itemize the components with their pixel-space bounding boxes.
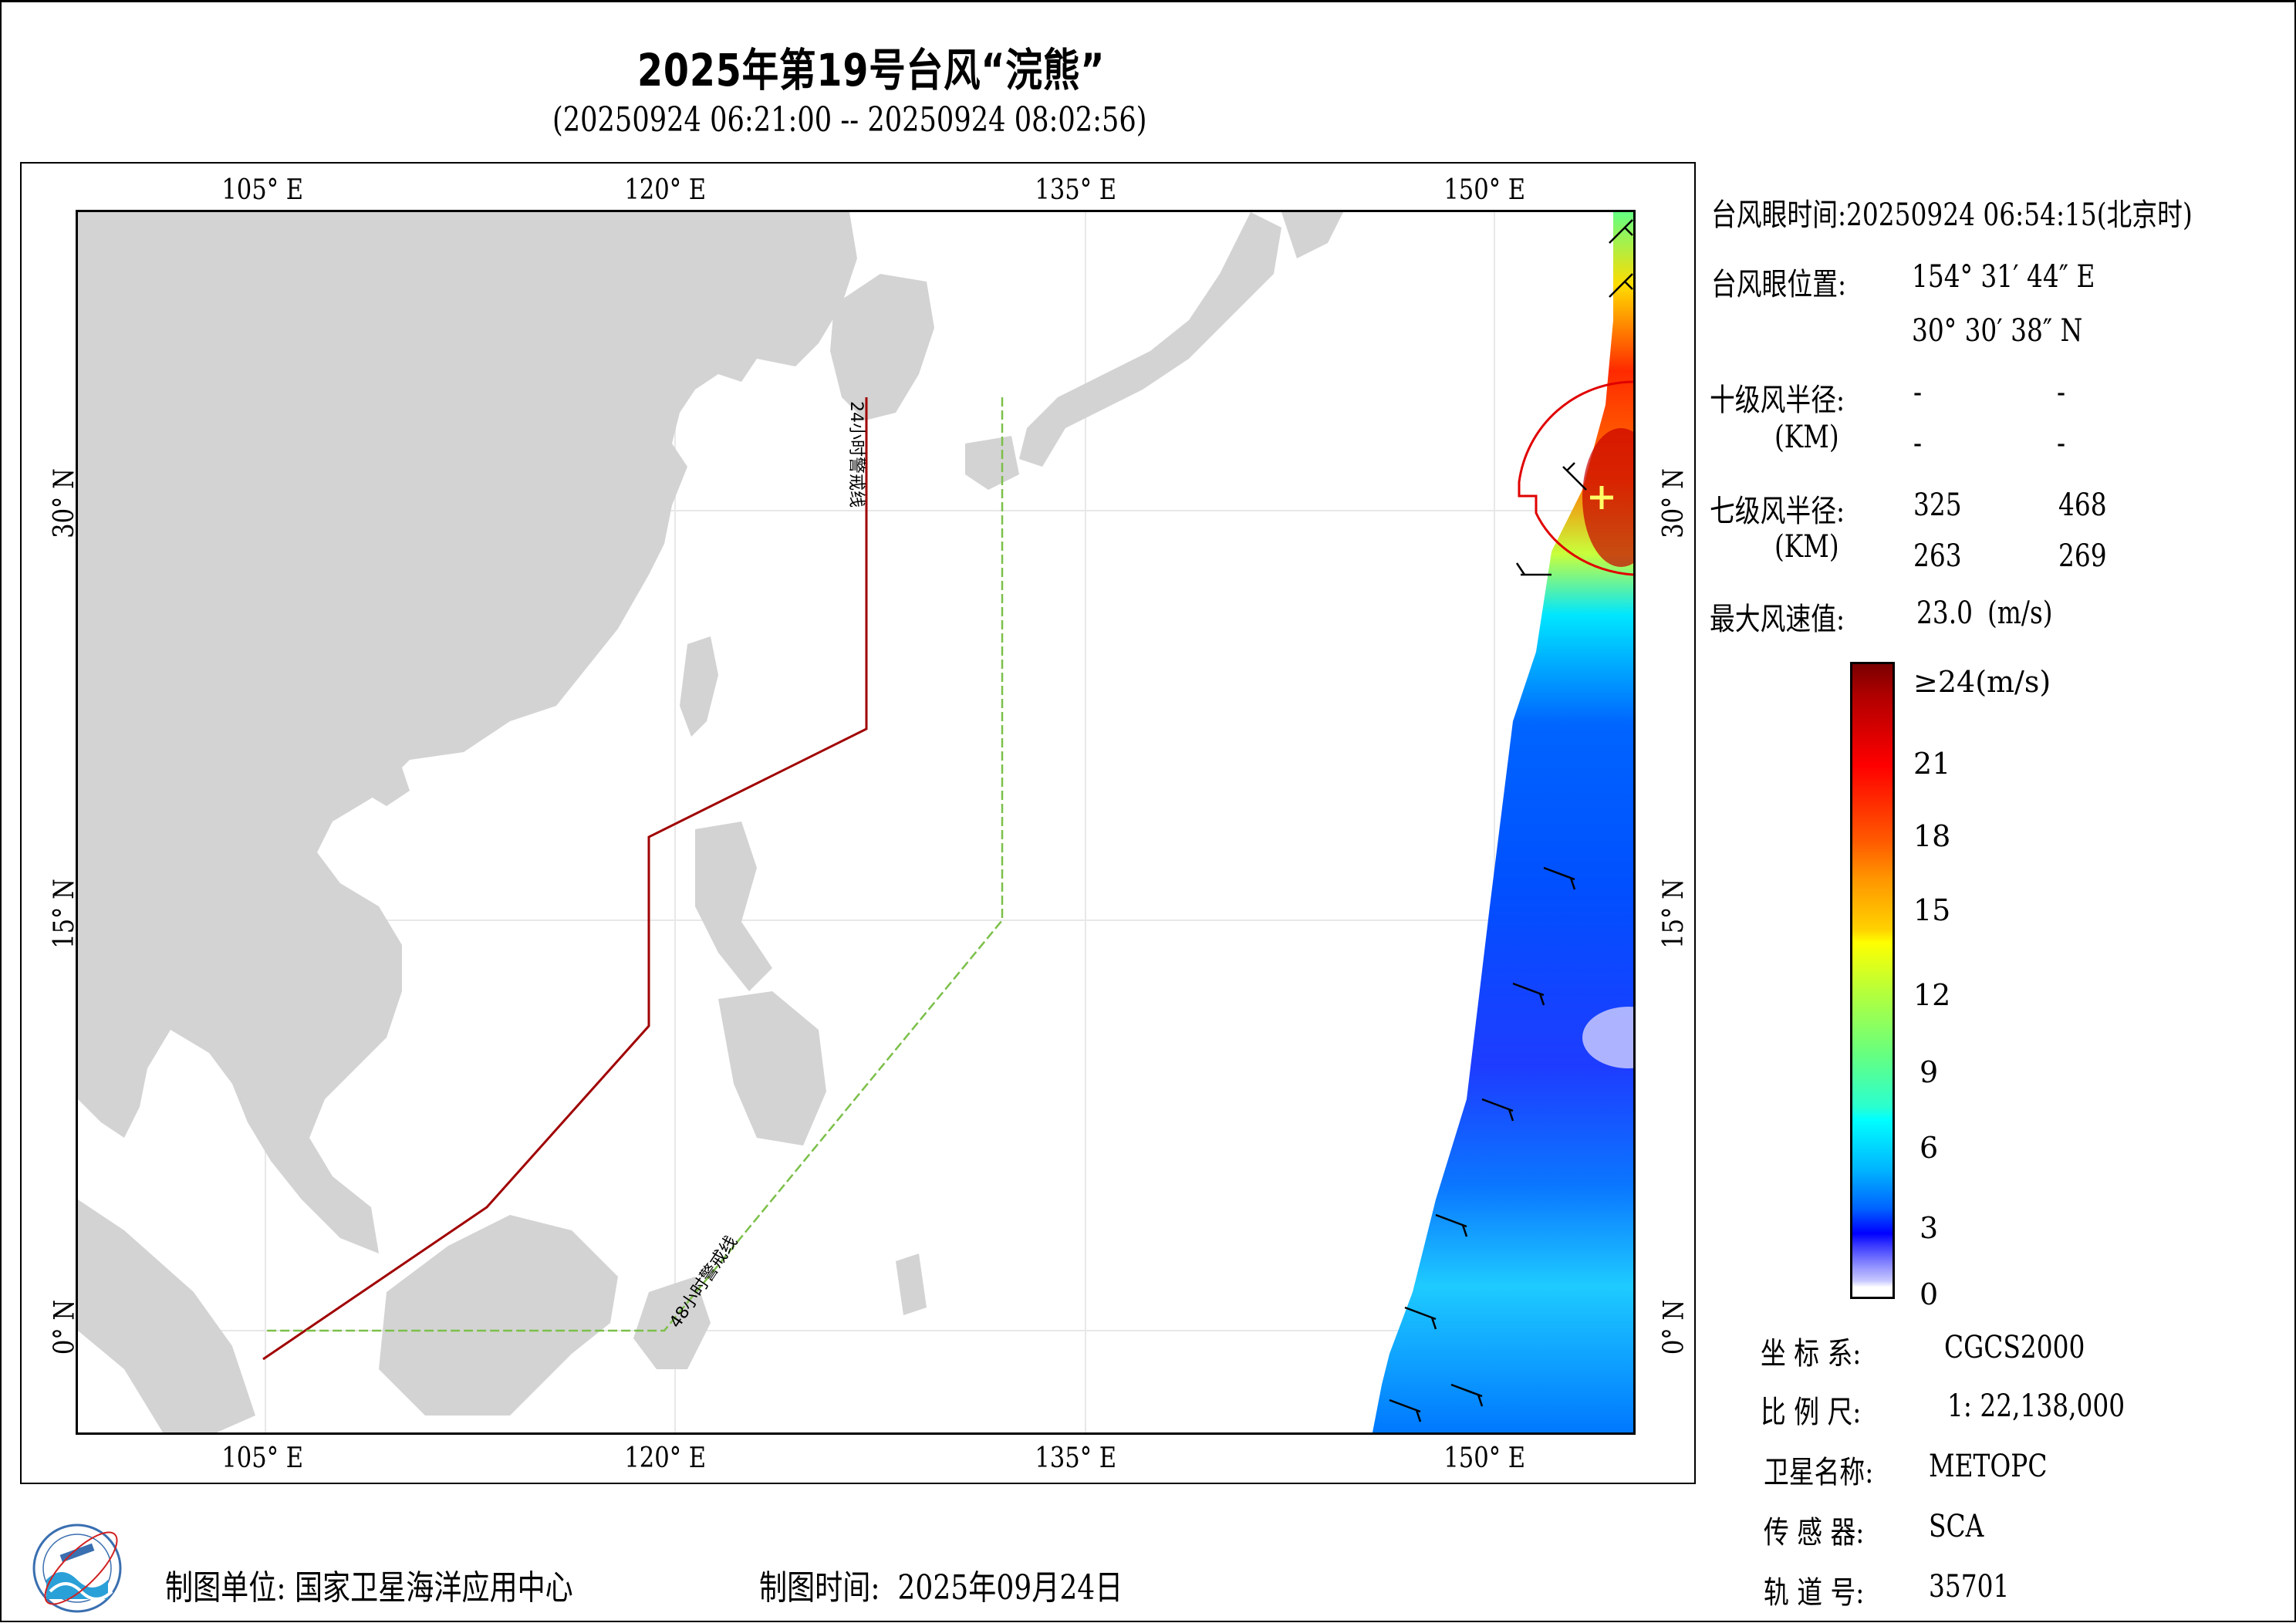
- eye-latitude: 30° 30′ 38″ N: [1912, 313, 2083, 349]
- lon-tick-top-135: 135° E: [1035, 174, 1117, 206]
- lon-tick-bottom-135: 135° E: [1035, 1442, 1117, 1474]
- scale-value: 1: 22,138,000: [1947, 1388, 2125, 1424]
- borneo: [379, 1215, 618, 1415]
- orbit-value: 35701: [1929, 1569, 2010, 1604]
- low-wind-patch: [1582, 1007, 1633, 1068]
- r7-value-se: 468: [2058, 488, 2107, 523]
- sensor-value: SCA: [1929, 1509, 1984, 1544]
- crs-value: CGCS2000: [1944, 1330, 2085, 1365]
- lon-tick-bottom-150: 150° E: [1443, 1442, 1526, 1474]
- philippines-south: [718, 991, 826, 1146]
- colorbar-label-12: 12: [1913, 978, 1951, 1012]
- wind-radius-7-level: [1518, 380, 1633, 576]
- map-subtitle-time-range: (20250924 06:21:00 -- 20250924 08:02:56): [552, 100, 1147, 140]
- date-label: 制图时间:: [759, 1568, 880, 1608]
- colorbar-label-6: 6: [1920, 1131, 1939, 1165]
- r7-value-sw: 263: [1913, 538, 1962, 574]
- producer-label: 制图单位:: [165, 1568, 286, 1608]
- warning-line-24h-label: 24小时警戒线: [846, 401, 866, 508]
- colorbar-label-3: 3: [1920, 1211, 1939, 1245]
- r10-value-1: -: [1913, 375, 1923, 410]
- max-wind-label: 最大风速值:: [1710, 602, 1845, 637]
- lat-tick-right-30: 30° N: [1657, 468, 1690, 538]
- lon-tick-top-150: 150° E: [1443, 174, 1526, 206]
- sensor-label: 传 感 器:: [1764, 1515, 1865, 1550]
- colorbar-label-24: ≥24(m/s): [1913, 665, 2051, 699]
- asia-mainland: [78, 212, 857, 1254]
- eye-position-label: 台风眼位置:: [1711, 267, 1847, 302]
- colorbar-label-21: 21: [1913, 747, 1951, 781]
- wind-speed-colorbar: [1850, 662, 1895, 1299]
- typhoon-eye-marker: [1590, 486, 1613, 509]
- r10-value-4: -: [2057, 426, 2066, 461]
- r7-label: 七级风半径:: [1710, 494, 1845, 529]
- satellite-value: METOPC: [1929, 1449, 2048, 1484]
- crs-label: 坐 标 系:: [1761, 1336, 1862, 1372]
- eye-longitude: 154° 31′ 44″ E: [1912, 259, 2095, 295]
- hainan: [367, 768, 410, 806]
- eye-time-row: 台风眼时间:20250924 06:54:15(北京时): [1711, 190, 2193, 235]
- colorbar-label-9: 9: [1920, 1055, 1939, 1089]
- nsoas-logo-icon: [32, 1523, 122, 1613]
- r7-unit: (KM): [1774, 529, 1839, 565]
- map-canvas[interactable]: 24小时警戒线 48小时警戒线: [76, 210, 1636, 1435]
- r7-value-ne: 325: [1913, 488, 1962, 523]
- date-row: 制图时间: 2025年09月24日: [759, 1560, 1123, 1609]
- taiwan: [680, 636, 718, 737]
- eye-time-value: 20250924 06:54:15(北京时): [1846, 197, 2193, 233]
- sulawesi: [633, 1277, 711, 1369]
- orbit-label: 轨 道 号:: [1764, 1575, 1865, 1611]
- halmahera: [896, 1254, 927, 1315]
- warning-line-48h: [263, 397, 1004, 1332]
- land-masses: [78, 212, 1633, 1432]
- warning-line-24h: [262, 397, 868, 1361]
- map-title: 2025年第19号台风“浣熊”: [637, 44, 1106, 96]
- lon-tick-bottom-120: 120° E: [624, 1442, 707, 1474]
- lat-tick-right-0: 0° N: [1658, 1299, 1690, 1355]
- r10-value-3: -: [1913, 426, 1923, 461]
- eye-time-label: 台风眼时间:: [1711, 197, 1847, 233]
- scale-label: 比 例 尺:: [1761, 1395, 1862, 1430]
- satellite-label: 卫星名称:: [1764, 1455, 1874, 1490]
- r10-unit: (KM): [1774, 420, 1839, 455]
- lon-tick-top-120: 120° E: [624, 174, 707, 206]
- date-value: 2025年09月24日: [897, 1568, 1123, 1608]
- colorbar-label-15: 15: [1913, 893, 1951, 927]
- lon-tick-top-105: 105° E: [221, 174, 304, 206]
- r10-value-2: -: [2057, 375, 2066, 410]
- colorbar-label-18: 18: [1913, 819, 1951, 853]
- r10-label: 十级风半径:: [1710, 383, 1845, 418]
- max-wind-value: 23.0: [1916, 596, 1974, 631]
- r7-value-nw: 269: [2058, 538, 2107, 574]
- kyushu: [965, 436, 1019, 490]
- map-frame: [20, 162, 1696, 1484]
- sumatra: [78, 1200, 255, 1432]
- japan-honshu: [1019, 212, 1281, 467]
- producer-value: 国家卫星海洋应用中心: [294, 1568, 573, 1608]
- producer-row: 制图单位: 国家卫星海洋应用中心: [165, 1560, 573, 1609]
- map-graphics: 24小时警戒线 48小时警戒线: [78, 212, 1633, 1432]
- wind-barbs: [1389, 219, 1633, 1422]
- colorbar-label-0: 0: [1920, 1277, 1939, 1311]
- lon-tick-bottom-105: 105° E: [221, 1442, 304, 1474]
- max-wind-unit: (m/s): [1987, 596, 2053, 631]
- korea-peninsula: [830, 274, 934, 420]
- japan-north: [1281, 212, 1343, 258]
- wind-swath: [1373, 212, 1633, 1432]
- lat-tick-right-15: 15° N: [1657, 879, 1690, 949]
- luzon: [695, 822, 772, 991]
